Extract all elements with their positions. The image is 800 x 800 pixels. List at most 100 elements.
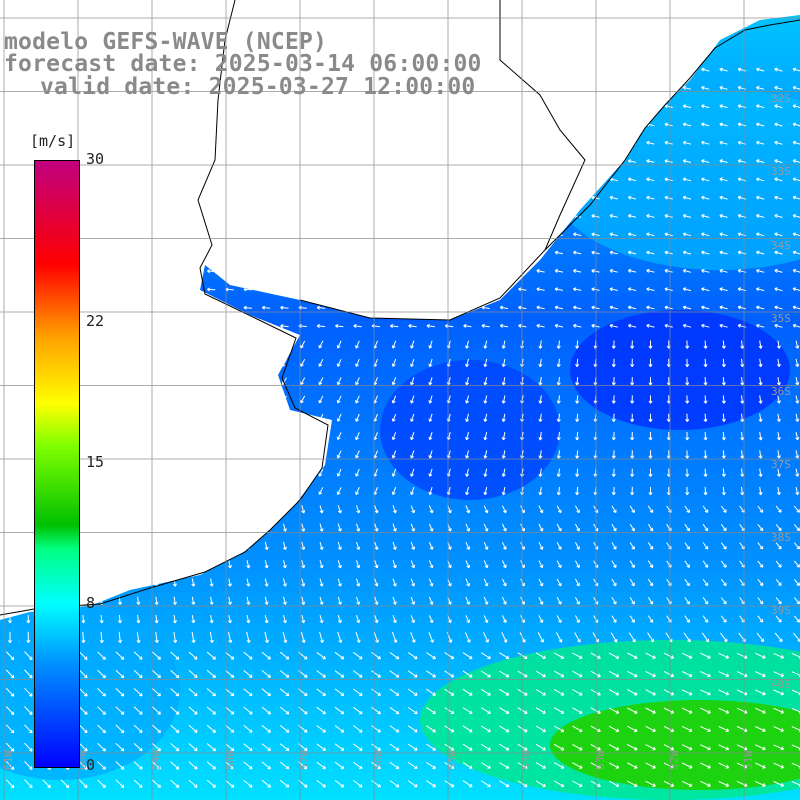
wind-arrow — [188, 743, 198, 752]
wind-arrow — [681, 725, 693, 733]
wind-arrow — [280, 305, 289, 310]
wind-arrow — [627, 250, 637, 255]
wind-arrow — [608, 670, 620, 678]
wind-arrow — [444, 652, 455, 660]
wind-arrow — [774, 214, 783, 218]
wind-arrow — [648, 468, 653, 477]
wind-arrow — [133, 724, 143, 733]
wind-arrow — [483, 395, 488, 404]
wind-arrow — [483, 358, 488, 368]
wind-arrow — [792, 287, 800, 292]
wind-arrow — [426, 670, 436, 678]
wind-arrow — [78, 742, 88, 752]
wind-arrow — [627, 744, 638, 751]
wind-arrow — [115, 742, 125, 752]
wind-arrow — [337, 560, 342, 569]
wind-arrow — [462, 670, 473, 678]
wind-arrow — [170, 706, 180, 715]
wind-arrow — [316, 743, 326, 751]
wind-arrow — [410, 560, 416, 569]
wind-arrow — [188, 669, 198, 678]
wind-arrow — [319, 596, 324, 605]
wind-arrow — [5, 706, 15, 715]
longitude-label: 56W — [372, 750, 385, 770]
wind-arrow — [408, 323, 417, 328]
wind-arrow — [264, 541, 269, 551]
wind-arrow — [609, 287, 618, 292]
wind-arrow — [172, 614, 177, 624]
wind-arrow — [336, 450, 342, 459]
wind-arrow — [501, 377, 506, 386]
wind-arrow — [647, 505, 654, 514]
wind-arrow — [319, 560, 324, 569]
wind-arrow — [721, 358, 726, 368]
wind-arrow — [700, 725, 711, 732]
wind-arrow — [261, 761, 271, 770]
wind-arrow — [209, 578, 214, 587]
wind-arrow — [627, 670, 638, 678]
wind-arrow — [757, 542, 764, 550]
wind-arrow — [78, 651, 88, 660]
wind-arrow — [629, 578, 635, 587]
wind-arrow — [246, 578, 251, 587]
wind-arrow — [428, 450, 433, 459]
wind-arrow — [336, 432, 342, 441]
wind-arrow — [703, 377, 708, 386]
wind-arrow — [776, 450, 781, 459]
wind-arrow — [682, 85, 692, 90]
wind-arrow — [536, 287, 545, 292]
wind-arrow — [776, 468, 781, 477]
wind-arrow — [115, 669, 125, 679]
wind-arrow — [774, 140, 783, 145]
wind-arrow — [480, 652, 491, 659]
wind-arrow — [483, 505, 489, 514]
wind-arrow — [133, 669, 143, 679]
wind-arrow — [462, 743, 473, 751]
wind-arrow — [410, 432, 415, 441]
wind-arrow — [538, 358, 543, 368]
wind-arrow — [279, 706, 290, 715]
wind-arrow — [356, 505, 361, 514]
wind-arrow — [410, 578, 416, 587]
wind-arrow — [462, 725, 473, 733]
wind-arrow — [703, 431, 708, 441]
wind-arrow — [151, 651, 161, 660]
wind-arrow — [356, 523, 361, 532]
wind-arrow — [353, 706, 363, 715]
latitude-label: 38S — [771, 531, 791, 544]
wind-arrow — [795, 431, 800, 441]
wind-arrow — [282, 614, 287, 624]
wind-arrow — [355, 631, 361, 643]
wind-arrow — [483, 468, 488, 477]
wind-arrow — [316, 706, 326, 715]
wind-arrow — [792, 140, 800, 145]
wind-arrow — [685, 450, 690, 459]
wind-arrow — [793, 524, 800, 532]
wind-arrow — [719, 159, 728, 164]
wind-arrow — [646, 214, 655, 218]
wind-arrow — [608, 744, 620, 751]
wind-arrow — [774, 305, 783, 310]
wind-arrow — [206, 669, 216, 678]
wind-arrow — [755, 689, 766, 696]
wind-arrow — [170, 651, 180, 660]
wind-arrow — [702, 505, 709, 513]
wind-arrow — [191, 631, 196, 644]
wind-arrow — [173, 631, 178, 644]
wind-arrow — [554, 305, 564, 310]
latitude-label: 39S — [771, 604, 791, 617]
wind-arrow — [702, 597, 709, 605]
colorbar-tick-label: 30 — [86, 150, 105, 168]
wind-arrow — [264, 578, 269, 587]
wind-arrow — [646, 159, 655, 164]
wind-arrow — [465, 413, 470, 422]
wind-arrow — [151, 688, 161, 697]
wind-arrow — [719, 214, 728, 218]
wind-arrow — [499, 725, 510, 733]
colorbar-tick-label: 22 — [86, 311, 105, 330]
wind-arrow — [646, 305, 655, 310]
wind-arrow — [756, 67, 765, 72]
wind-arrow — [480, 670, 491, 678]
wind-arrow — [319, 523, 324, 532]
wind-arrow — [282, 631, 288, 643]
